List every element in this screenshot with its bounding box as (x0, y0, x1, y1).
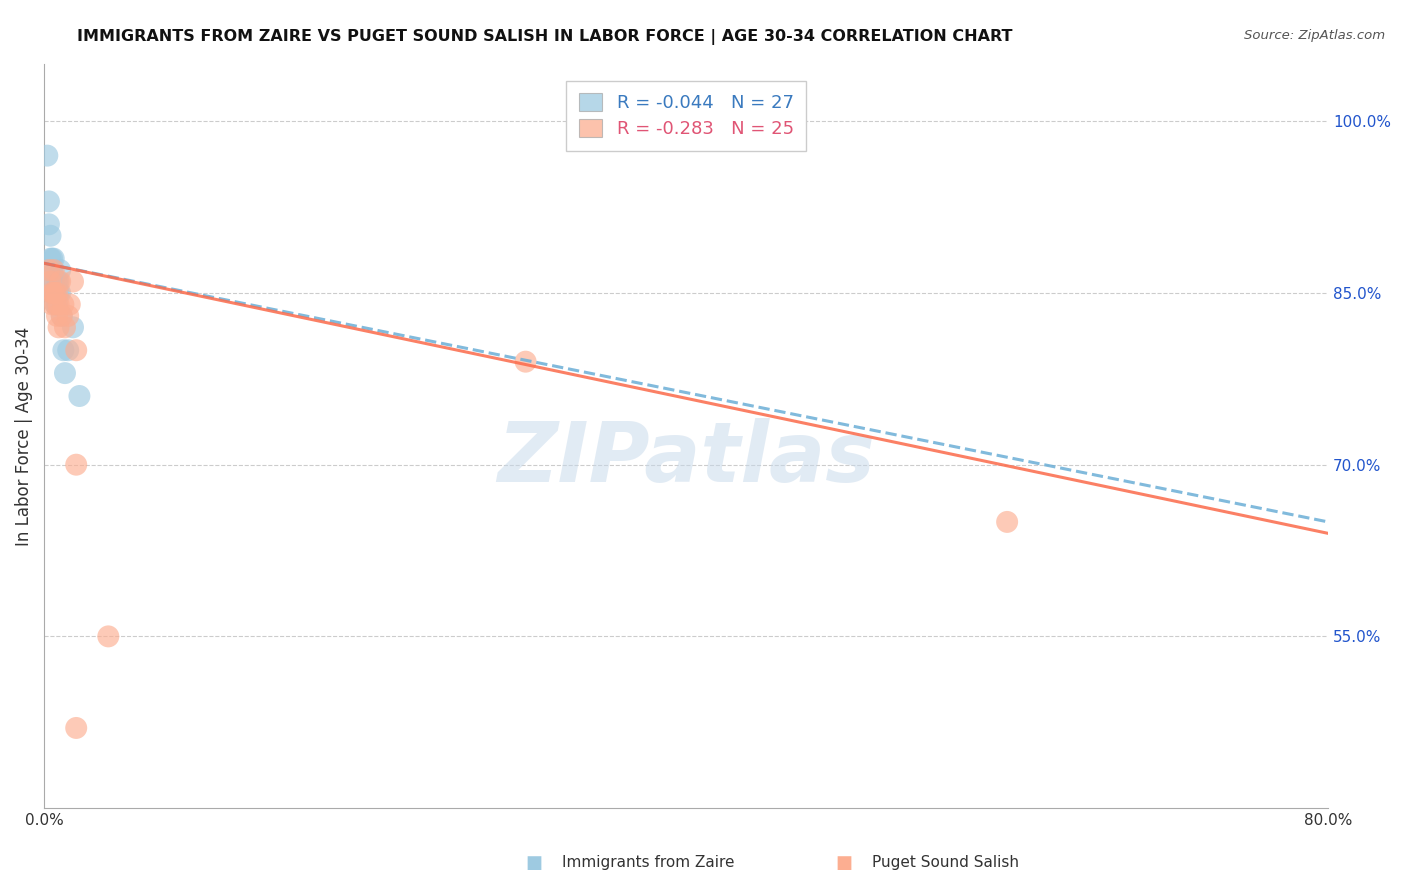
Point (65, 458, 87, 472)
Text: ■: ■ (526, 854, 543, 871)
Point (49, 275, 72, 289)
Point (48, 285, 70, 300)
Point (39, 263, 62, 277)
Point (41, 285, 63, 300)
Point (41, 252, 63, 266)
Point (53, 320, 76, 334)
Point (62, 320, 84, 334)
Y-axis label: In Labor Force | Age 30-34: In Labor Force | Age 30-34 (15, 326, 32, 546)
Point (38, 217, 60, 231)
Point (995, 515, 1018, 529)
Legend: R = -0.044   N = 27, R = -0.283   N = 25: R = -0.044 N = 27, R = -0.283 N = 25 (567, 80, 806, 151)
Point (42, 285, 65, 300)
Point (44, 285, 66, 300)
Point (38, 194, 60, 209)
Point (56, 309, 79, 323)
Point (56, 343, 79, 358)
Point (48, 297, 70, 311)
Point (46, 275, 69, 289)
Point (44, 285, 66, 300)
Point (51, 309, 73, 323)
Text: Source: ZipAtlas.com: Source: ZipAtlas.com (1244, 29, 1385, 43)
Text: ■: ■ (835, 854, 852, 871)
Text: IMMIGRANTS FROM ZAIRE VS PUGET SOUND SALISH IN LABOR FORCE | AGE 30-34 CORRELATI: IMMIGRANTS FROM ZAIRE VS PUGET SOUND SAL… (77, 29, 1012, 45)
Point (46, 297, 69, 311)
Point (44, 297, 66, 311)
Point (62, 275, 84, 289)
Text: Puget Sound Salish: Puget Sound Salish (872, 855, 1019, 870)
Point (48, 320, 70, 334)
Point (38, 263, 60, 277)
Point (49, 263, 72, 277)
Point (37, 148, 59, 162)
Point (46, 285, 69, 300)
Point (42, 263, 65, 277)
Point (46, 309, 69, 323)
Point (97, 629, 120, 643)
Point (48, 275, 70, 289)
Point (42, 252, 65, 266)
Point (65, 343, 87, 358)
Point (41, 275, 63, 289)
Point (49, 285, 72, 300)
Point (41, 285, 63, 300)
Text: Immigrants from Zaire: Immigrants from Zaire (562, 855, 735, 870)
Point (39, 252, 62, 266)
Point (39, 275, 62, 289)
Point (41, 263, 63, 277)
Point (59, 297, 82, 311)
Point (52, 297, 75, 311)
Point (65, 721, 87, 735)
Point (41, 297, 63, 311)
Point (42, 285, 65, 300)
Text: ZIPatlas: ZIPatlas (498, 417, 875, 499)
Point (44, 297, 66, 311)
Point (51, 309, 73, 323)
Point (53, 366, 76, 380)
Point (67, 389, 90, 403)
Point (52, 343, 75, 358)
Point (515, 354, 537, 368)
Point (39, 228, 62, 243)
Point (42, 275, 65, 289)
